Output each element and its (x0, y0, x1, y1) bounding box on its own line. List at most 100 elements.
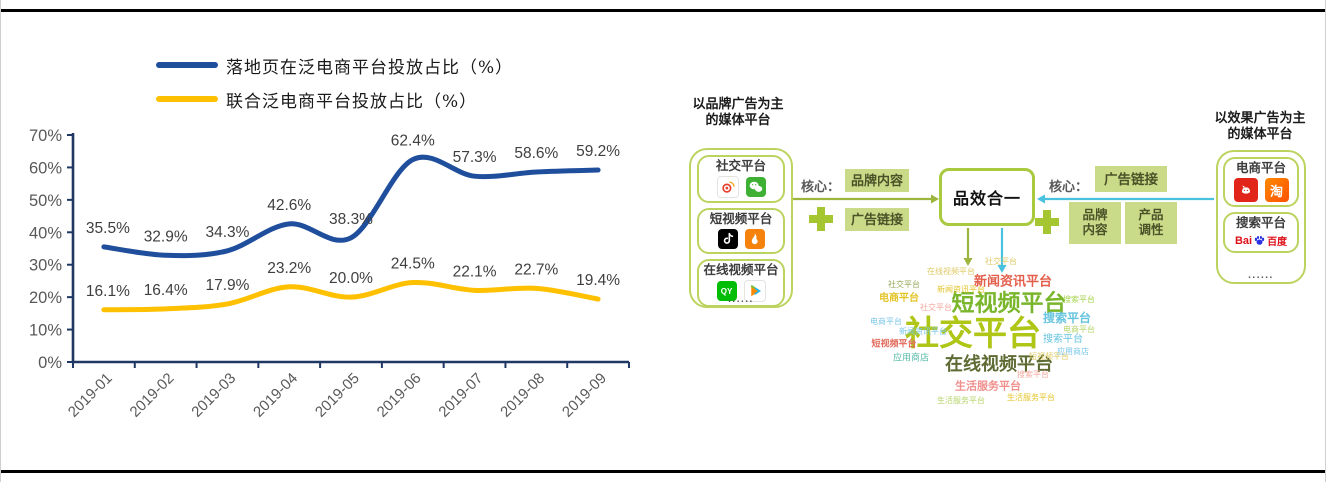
iqiyi-icon: QY (716, 281, 737, 301)
brand-to-center-arrow (793, 194, 939, 204)
x-tick-label: 2019-03 (188, 370, 239, 421)
data-label: 32.9% (144, 228, 188, 245)
chart-legend: 落地页在泛电商平台投放占比（%） 联合泛电商平台投放占比（%） (156, 48, 513, 116)
jd-icon (1233, 178, 1258, 202)
data-label: 16.1% (86, 283, 130, 300)
brand-platform-list: 社交平台短视频平台在线视频平台 QY (691, 155, 791, 307)
x-tick-label: 2019-08 (497, 370, 548, 421)
y-tick-label: 50% (29, 192, 62, 210)
y-tick-label: 60% (29, 159, 62, 177)
data-label: 20.0% (329, 270, 373, 287)
platform-card: 在线视频平台 QY (697, 259, 785, 307)
left-group-title-line2: 的媒体平台 (705, 112, 771, 127)
brand-effect-unity-box: 品效合一 (939, 168, 1035, 226)
legend-label: 落地页在泛电商平台投放占比（%） (226, 57, 514, 78)
platform-card: 电商平台淘 (1223, 157, 1299, 207)
brand-platforms-box: 社交平台短视频平台在线视频平台 QY ...... (689, 148, 793, 308)
platform-icon-row (699, 229, 783, 249)
left-core-label: 核心： (801, 179, 841, 194)
x-tick-label: 2019-05 (312, 370, 363, 421)
product-tonality-box: 产品 调性 (1125, 202, 1177, 244)
y-tick-label: 20% (29, 289, 62, 307)
legend-swatch (156, 62, 218, 68)
data-label: 24.5% (391, 256, 435, 273)
data-label: 35.5% (86, 220, 130, 237)
ellipsis-dots: ...... (728, 294, 754, 305)
y-tick-label: 0% (38, 354, 62, 372)
data-label: 23.2% (267, 260, 311, 277)
y-tick-label: 70% (29, 127, 62, 145)
platform-label: 社交平台 (715, 159, 766, 173)
platform-label: 在线视频平台 (703, 263, 779, 277)
douyin-icon (717, 229, 738, 249)
brand-content-box: 品牌内容 (845, 169, 909, 192)
data-label: 38.3% (329, 211, 373, 228)
legend-label: 联合泛电商平台投放占比（%） (226, 91, 478, 112)
bottom-divider-rule (1, 470, 1325, 473)
ellipsis-dots: ...... (1248, 270, 1274, 281)
top-divider-rule (1, 9, 1325, 12)
right-core-label: 核心： (1049, 179, 1089, 194)
data-label: 59.2% (576, 143, 620, 160)
right-group-title: 以效果广告为主 的媒体平台 (1195, 110, 1325, 142)
x-tick-label: 2019-07 (435, 370, 486, 421)
y-tick-label: 40% (29, 224, 62, 242)
plus-icon (1035, 210, 1059, 234)
x-tick-label: 2019-04 (250, 370, 301, 421)
x-tick-label: 2019-09 (559, 370, 610, 421)
platform-label: 电商平台 (1235, 161, 1286, 175)
plus-icon (809, 207, 833, 231)
weibo-icon (716, 176, 739, 198)
center-to-cloud-arrow-cyan (997, 228, 1007, 273)
axis-lines (71, 133, 629, 364)
data-label: 58.6% (514, 145, 558, 162)
platform-card: 搜索平台 Bai 百度 (1223, 212, 1299, 253)
right-group-title-line2: 的媒体平台 (1227, 126, 1293, 141)
ad-link-box-right: 广告链接 (1095, 166, 1167, 192)
data-label: 42.6% (267, 197, 311, 214)
platform-icon-row: Bai 百度 (1225, 233, 1297, 249)
brand-content-box-right: 品牌 内容 (1069, 202, 1121, 244)
right-group-title-line1: 以效果广告为主 (1214, 110, 1306, 125)
x-tick-label: 2019-02 (127, 370, 178, 421)
wechat-icon (745, 177, 766, 197)
line-chart-panel: 落地页在泛电商平台投放占比（%） 联合泛电商平台投放占比（%） 0% 10% 20% 3… (1, 0, 661, 482)
left-group-title-line1: 以品牌广告为主 (692, 96, 784, 111)
media-diagram-panel: 以品牌广告为主 的媒体平台 社交平台短视频平台在线视频平台 QY ...... 核… (661, 0, 1325, 482)
x-tick-label: 2019-01 (65, 370, 116, 421)
line-chart: 0%10%20%30%40%50%60%70%2019-01 2019-02 201… (29, 127, 630, 421)
x-tick-label: 2019-06 (374, 370, 425, 421)
series-line-1 (101, 280, 601, 313)
platform-icon-row: 淘 (1225, 178, 1297, 202)
huoshan-icon (744, 229, 765, 249)
taobao-icon: 淘 (1264, 178, 1289, 202)
performance-platforms-box: 电商平台淘搜索平台 Bai 百度 ...... (1216, 150, 1306, 284)
data-label: 19.4% (576, 272, 620, 289)
platform-icon-row: QY (699, 280, 783, 302)
data-label: 22.7% (514, 261, 558, 278)
left-group-title: 以品牌广告为主 的媒体平台 (673, 96, 803, 128)
data-label: 57.3% (453, 149, 497, 166)
platform-icon-row (699, 176, 783, 198)
data-label: 34.3% (205, 224, 249, 241)
platform-card: 社交平台 (697, 155, 785, 203)
performance-to-center-arrow (1037, 194, 1214, 204)
legend-swatch (156, 96, 218, 102)
baidu-icon: Bai 百度 (1234, 234, 1288, 249)
platform-card: 短视频平台 (697, 208, 785, 254)
ad-link-box-left: 广告链接 (845, 208, 909, 231)
data-label: 22.1% (453, 263, 497, 280)
legend-item: 联合泛电商平台投放占比（%） (156, 82, 513, 116)
data-label: 62.4% (391, 133, 435, 150)
series-line-0 (101, 154, 601, 259)
y-tick-label: 30% (29, 257, 62, 275)
connector-arrows (793, 194, 1214, 273)
data-label: 16.4% (144, 282, 188, 299)
y-tick-label: 10% (29, 322, 62, 340)
performance-platform-list: 电商平台淘搜索平台 Bai 百度 (1218, 157, 1304, 253)
platform-label: 短视频平台 (709, 212, 773, 226)
platform-label: 搜索平台 (1235, 216, 1286, 230)
center-to-cloud-arrow-green (963, 228, 973, 266)
tencent-video-icon (743, 280, 766, 302)
